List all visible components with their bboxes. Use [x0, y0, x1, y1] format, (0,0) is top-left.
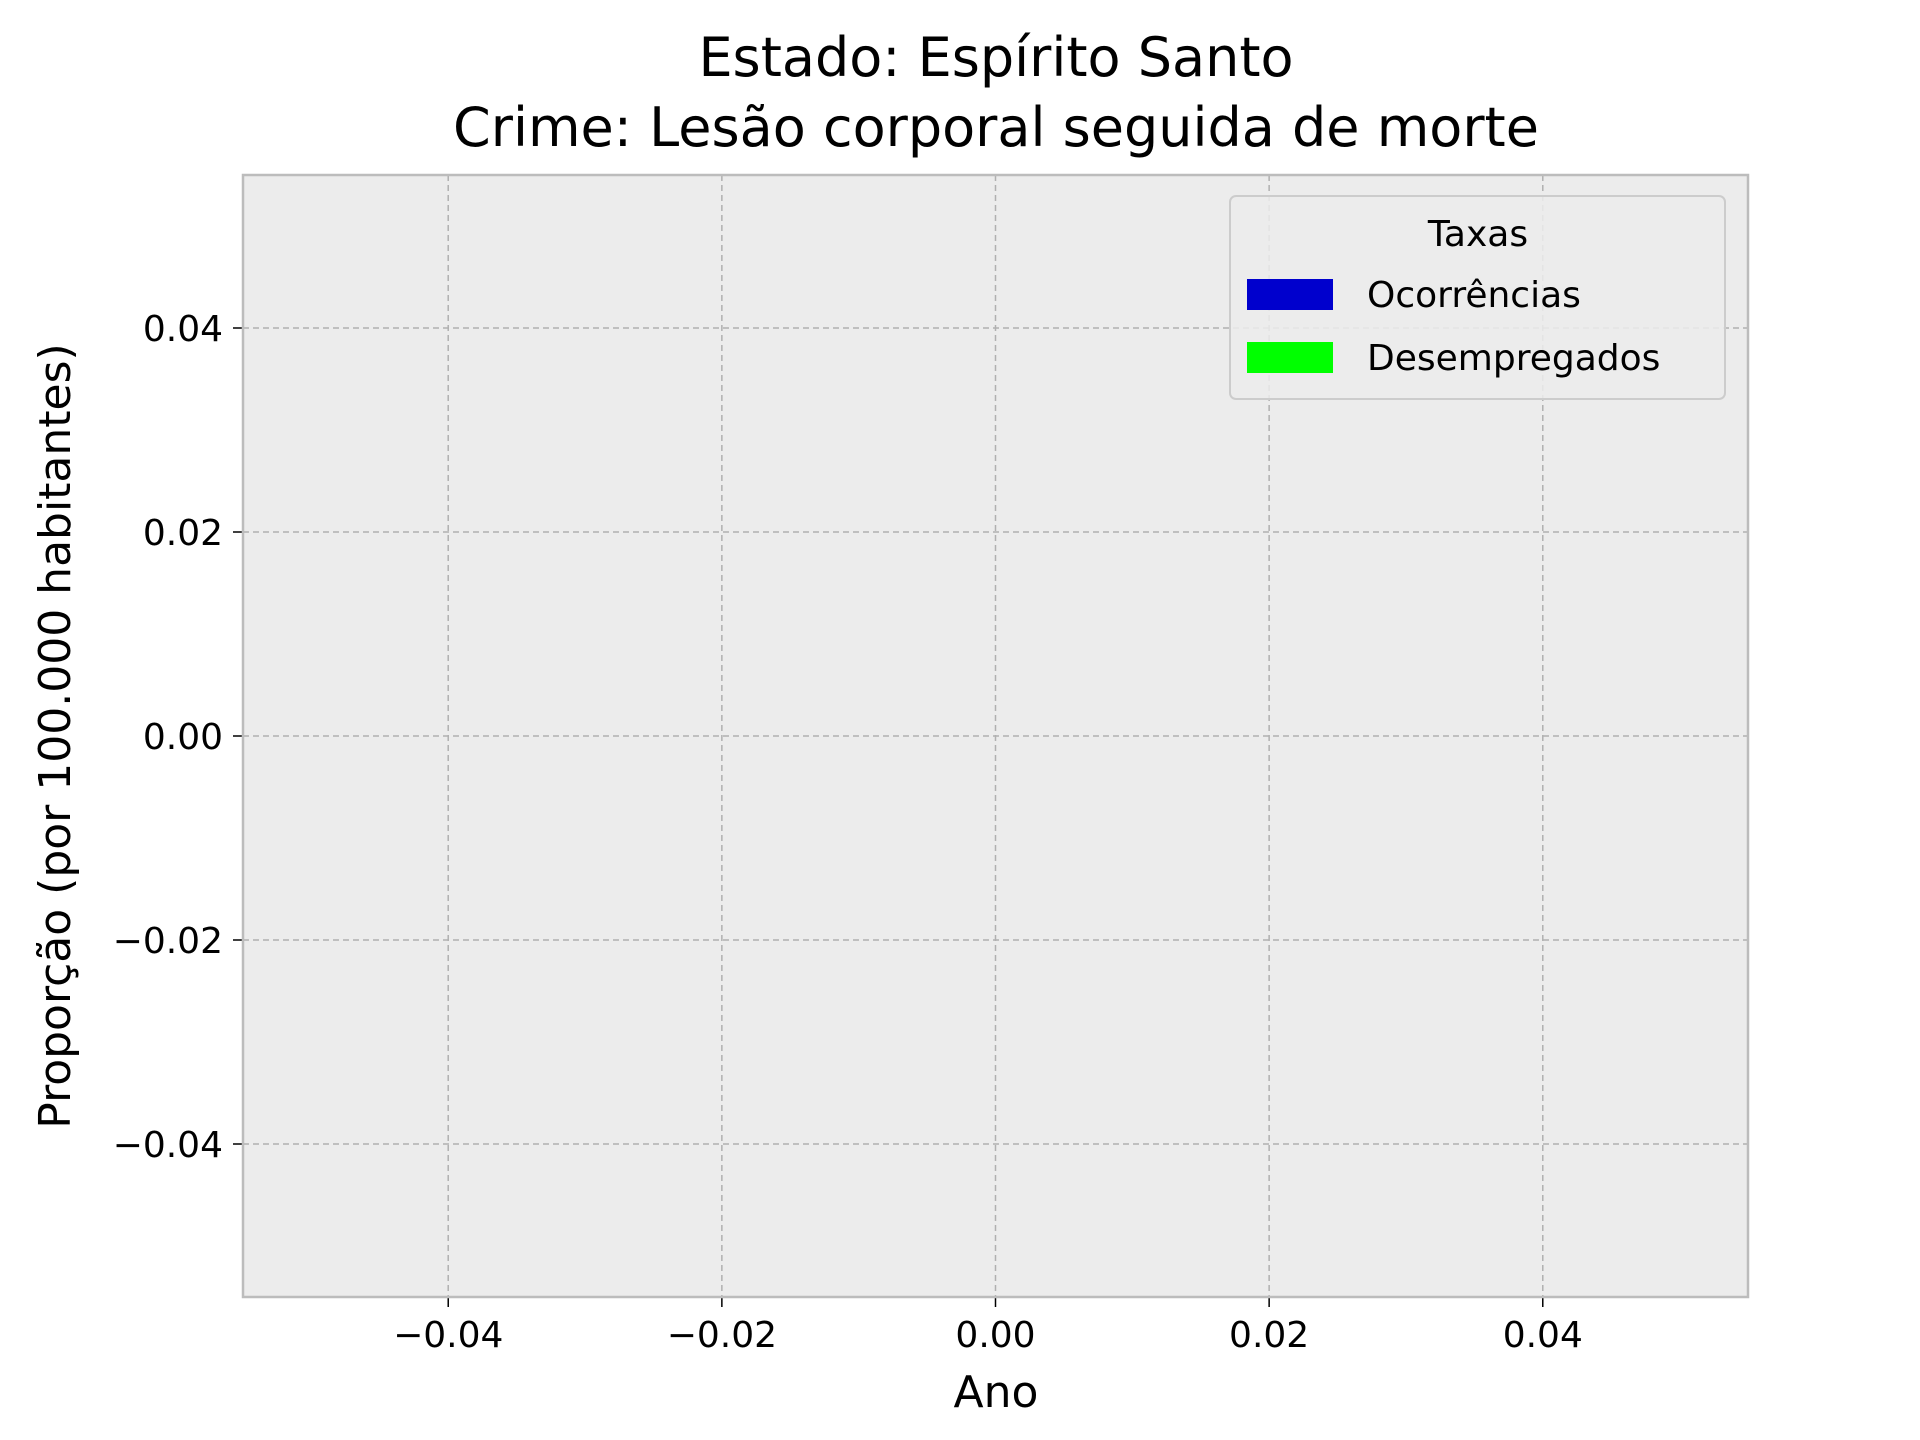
- chart-subtitle: Crime: Lesão corporal seguida de morte: [453, 96, 1539, 159]
- legend-box: [1229, 195, 1726, 400]
- y-tick-label: −0.04: [113, 1125, 223, 1166]
- plot-frame: [241, 173, 1750, 1299]
- chart-title: Estado: Espírito Santo: [698, 26, 1293, 89]
- legend-swatch-ocorrencias: [1247, 279, 1333, 310]
- y-axis-ticks: −0.04 −0.02 0.00 0.02 0.04: [113, 309, 243, 1166]
- legend-swatch-desempregados: [1247, 342, 1333, 373]
- legend-title: Taxas: [1427, 214, 1528, 255]
- y-tick-label: 0.02: [143, 513, 223, 554]
- y-axis-label: Proporção (por 100.000 habitantes): [30, 343, 81, 1128]
- x-tick-label: −0.02: [667, 1315, 777, 1356]
- x-tick-label: 0.04: [1503, 1315, 1583, 1356]
- y-tick-label: 0.00: [143, 717, 223, 758]
- x-tick-label: 0.02: [1229, 1315, 1309, 1356]
- x-axis-ticks: −0.04 −0.02 0.00 0.02 0.04: [393, 1297, 1583, 1356]
- legend-label-ocorrencias: Ocorrências: [1367, 275, 1581, 316]
- y-tick-label: 0.04: [143, 309, 223, 350]
- legend: Taxas Ocorrências Desempregados: [1229, 195, 1726, 400]
- x-tick-label: −0.04: [393, 1315, 503, 1356]
- legend-label-desempregados: Desempregados: [1367, 338, 1660, 379]
- x-tick-label: 0.00: [955, 1315, 1035, 1356]
- x-axis-label: Ano: [954, 1367, 1039, 1418]
- y-tick-label: −0.02: [113, 921, 223, 962]
